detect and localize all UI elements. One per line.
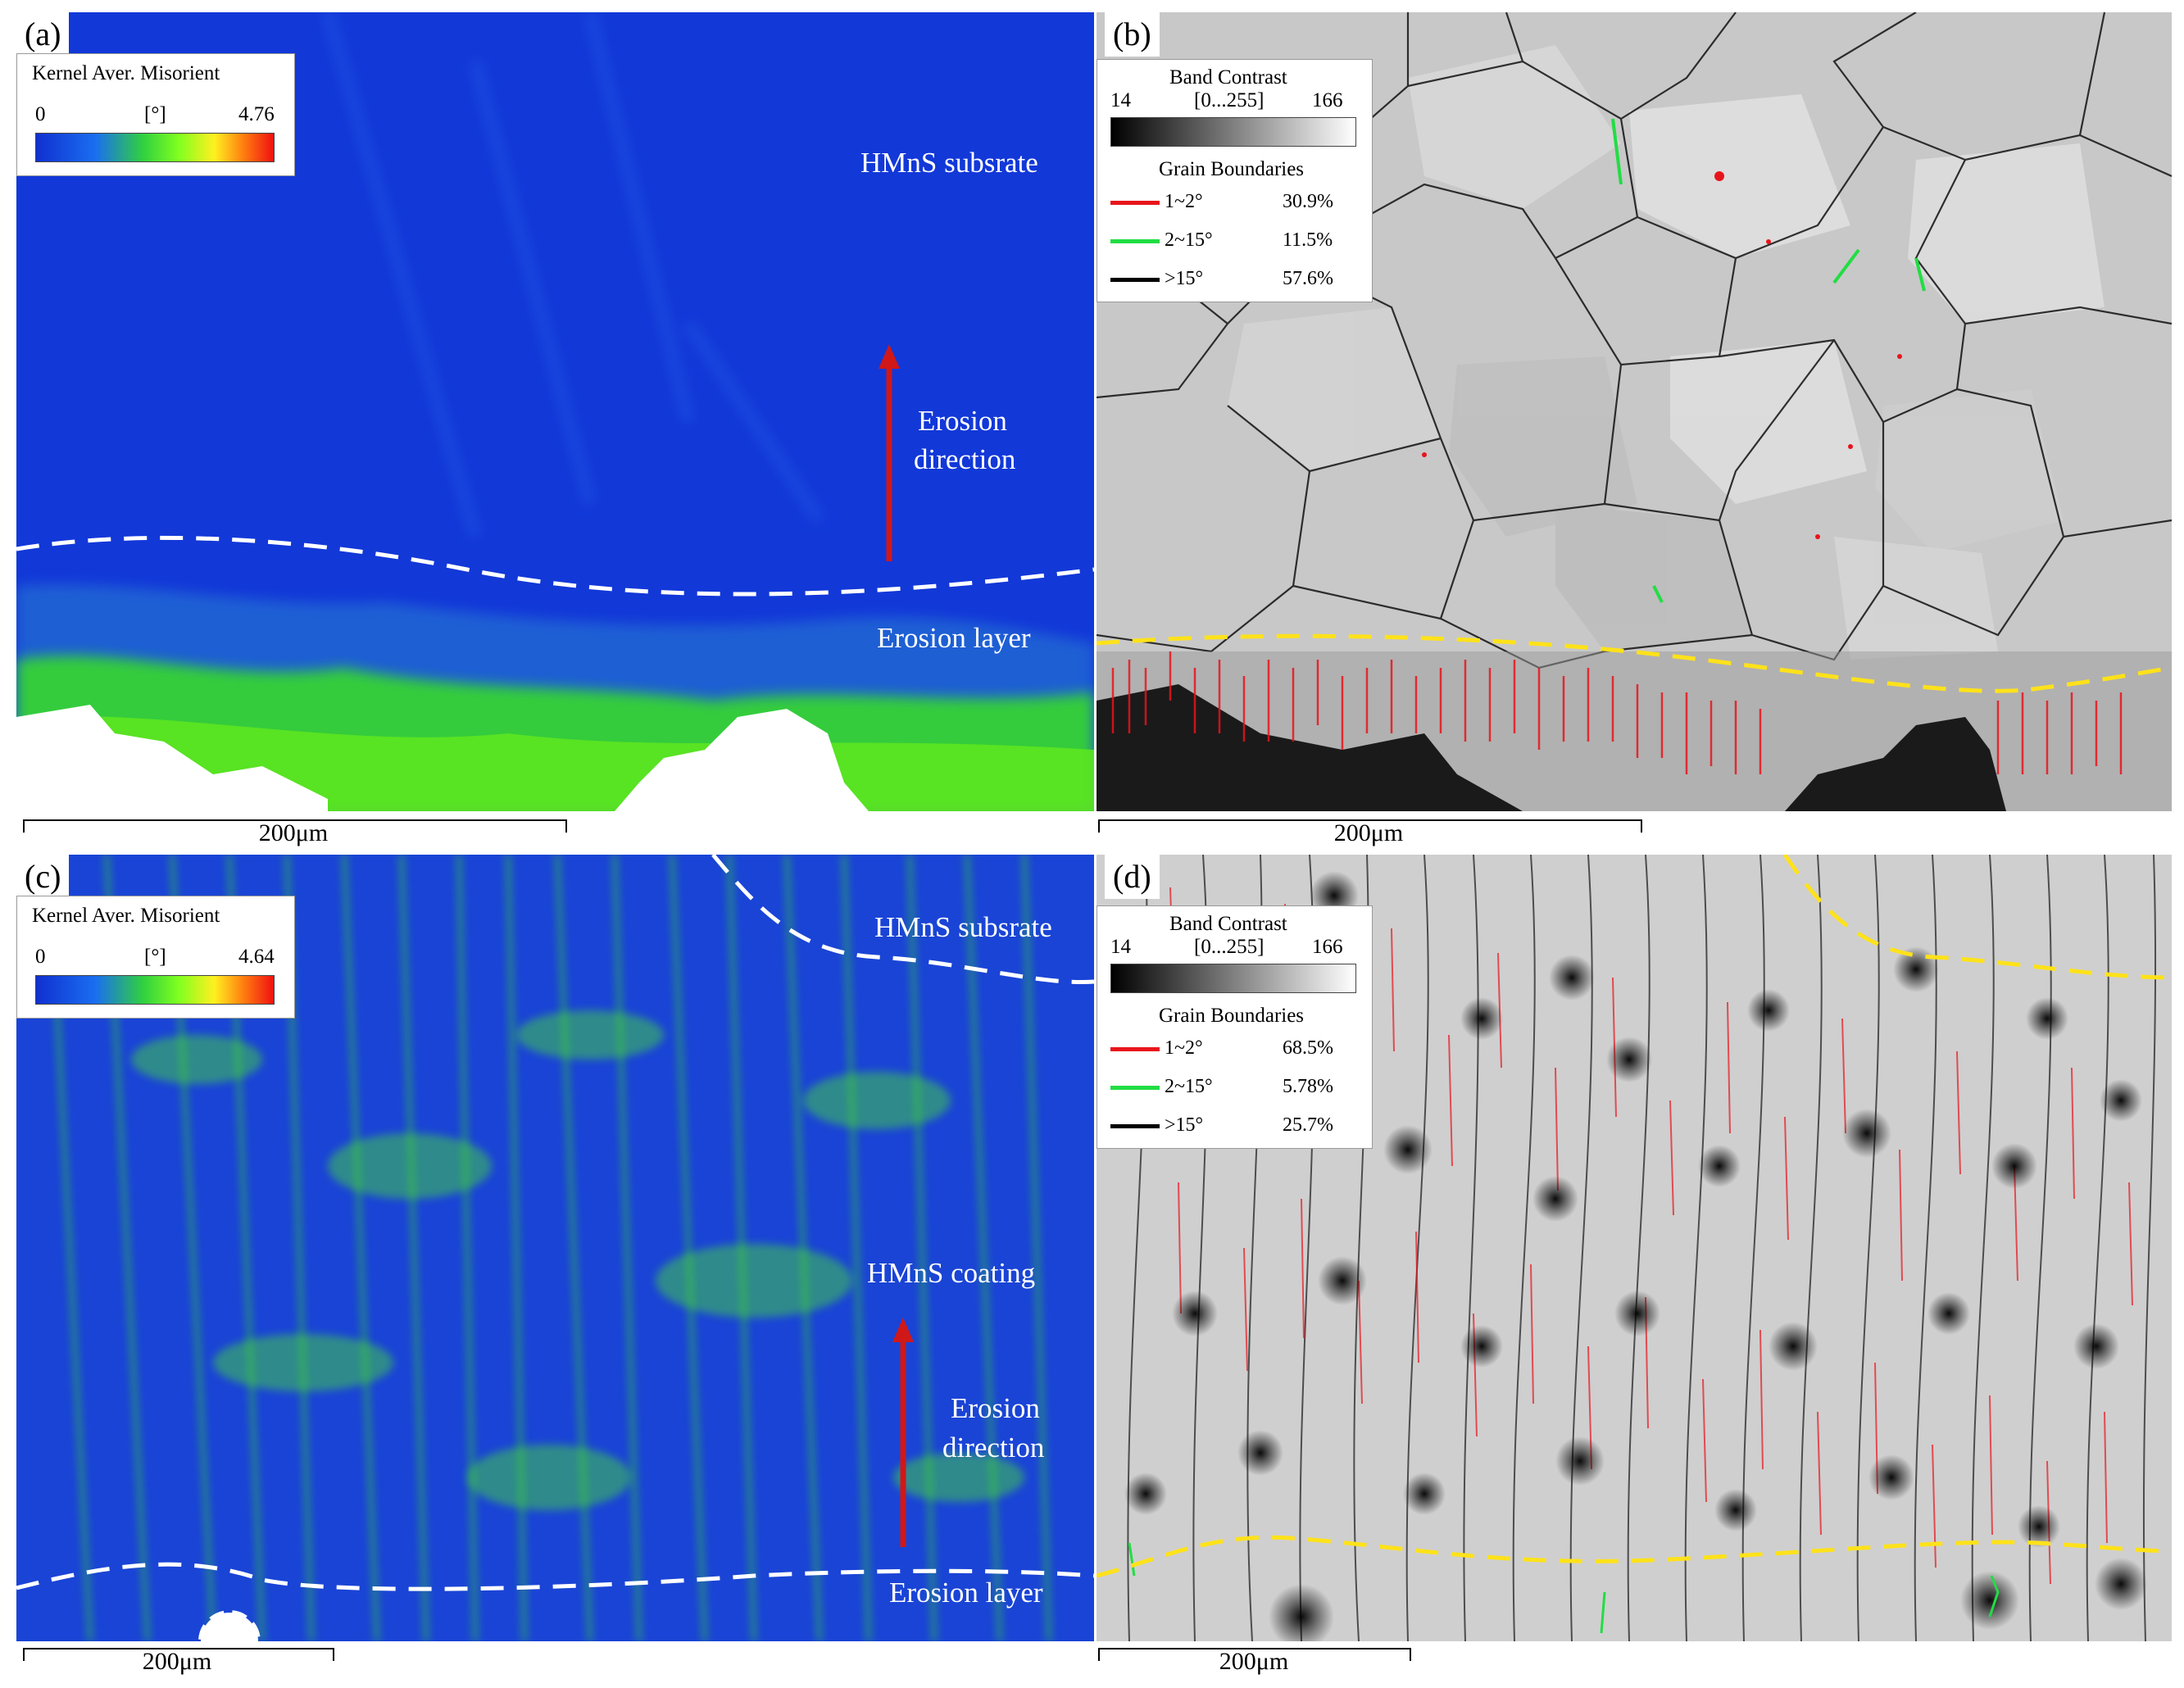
gb-percent: 25.7% <box>1283 1114 1333 1136</box>
band-contrast-max: 166 <box>1312 936 1343 958</box>
band-contrast-min: 14 <box>1110 936 1131 958</box>
band-contrast-map-b-graphic <box>1097 12 2172 811</box>
band-contrast-gray-ramp <box>1110 964 1356 993</box>
label-hmns-coating-c: HMnS coating <box>867 1257 1036 1289</box>
substrate-boundary-c <box>711 855 1094 985</box>
gb-row-3: >15° 57.6% <box>1110 268 1364 293</box>
label-erosion-direction-a-1: Erosion <box>918 405 1007 437</box>
legend-title: Kernel Aver. Misorient <box>32 62 220 84</box>
scale-strip-c: 200μm <box>16 1641 1094 1678</box>
panel-d-band-contrast-map: (d) Band Contrast 14 [0...255] 166 Grain… <box>1097 855 2172 1641</box>
panel-d-letter: (d) <box>1105 855 1160 899</box>
scalebar-d <box>1098 1648 1411 1661</box>
panel-c-letter: (c) <box>16 855 70 899</box>
label-erosion-direction-c-1: Erosion <box>951 1392 1040 1424</box>
label-erosion-direction-c-2: direction <box>942 1432 1045 1463</box>
erosion-layer-boundary-a <box>16 535 1094 597</box>
gb-percent: 68.5% <box>1283 1037 1333 1059</box>
gb-row-1: 1~2° 30.9% <box>1110 191 1364 216</box>
legend-title: Kernel Aver. Misorient <box>32 905 220 927</box>
panel-c-kam-map: (c) Kernel Aver. Misorient 0 [°] 4.64 HM… <box>16 855 1094 1641</box>
legend-max: 4.76 <box>238 103 275 125</box>
gb-percent: 57.6% <box>1283 268 1333 289</box>
scale-strip-b: 200μm <box>1097 811 2172 848</box>
legend-unit: [°] <box>144 103 166 125</box>
legend-max: 4.64 <box>238 946 275 968</box>
panel-a-kam-map: (a) Kernel Aver. Misorient 0 [°] 4.76 HM… <box>16 12 1094 811</box>
gb-swatch-mid <box>1110 239 1160 243</box>
kam-map-a-graphic <box>16 12 1094 811</box>
band-contrast-range: [0...255] <box>1194 89 1265 111</box>
band-contrast-gray-ramp <box>1110 117 1356 147</box>
gb-row-3: >15° 25.7% <box>1110 1114 1364 1139</box>
gb-range: >15° <box>1165 268 1204 289</box>
gb-swatch-high <box>1110 278 1160 282</box>
gb-range: >15° <box>1165 1114 1204 1136</box>
panel-b-letter: (b) <box>1105 12 1160 57</box>
grain-boundaries-title: Grain Boundaries <box>1159 1005 1305 1027</box>
band-contrast-map-d-graphic <box>1097 855 2172 1641</box>
scalebar-label-a: 200μm <box>258 819 329 846</box>
band-contrast-min: 14 <box>1110 89 1131 111</box>
label-erosion-layer-a: Erosion layer <box>877 622 1031 654</box>
scale-strip-d: 200μm <box>1097 1641 2172 1678</box>
gb-percent: 30.9% <box>1283 191 1333 212</box>
substrate-boundary-d <box>1782 855 2172 980</box>
label-hmns-substrate-a: HMnS subsrate <box>860 147 1038 179</box>
legend-min: 0 <box>35 946 46 968</box>
kam-legend-c: Kernel Aver. Misorient 0 [°] 4.64 <box>16 896 295 1019</box>
gb-swatch-low <box>1110 1047 1160 1051</box>
legend-unit: [°] <box>144 946 166 968</box>
scale-strip-a: 200μm <box>16 811 1094 848</box>
gb-row-2: 2~15° 5.78% <box>1110 1076 1364 1100</box>
erosion-layer-boundary-d <box>1097 1535 2172 1578</box>
scalebar-label-c: 200μm <box>142 1648 212 1675</box>
scalebar-label-b: 200μm <box>1333 819 1404 846</box>
gb-row-1: 1~2° 68.5% <box>1110 1037 1364 1062</box>
gb-row-2: 2~15° 11.5% <box>1110 229 1364 254</box>
band-contrast-legend-d: Band Contrast 14 [0...255] 166 Grain Bou… <box>1097 905 1373 1149</box>
scalebar-c <box>23 1648 334 1661</box>
gb-range: 2~15° <box>1165 229 1213 251</box>
band-contrast-title: Band Contrast <box>1169 913 1287 935</box>
legend-min: 0 <box>35 103 46 125</box>
label-erosion-layer-c: Erosion layer <box>889 1577 1043 1609</box>
scalebar-b <box>1098 819 1642 833</box>
gb-percent: 11.5% <box>1283 229 1333 251</box>
label-erosion-direction-a-2: direction <box>914 443 1016 475</box>
panel-b-band-contrast-map: (b) Band Contrast 14 [0...255] 166 Grain… <box>1097 12 2172 811</box>
panel-a-letter: (a) <box>16 12 70 57</box>
band-contrast-max: 166 <box>1312 89 1343 111</box>
gb-percent: 5.78% <box>1283 1076 1333 1097</box>
band-contrast-legend-b: Band Contrast 14 [0...255] 166 Grain Bou… <box>1097 59 1373 302</box>
grain-boundaries-title: Grain Boundaries <box>1159 158 1305 180</box>
band-contrast-title: Band Contrast <box>1169 66 1287 88</box>
band-contrast-range: [0...255] <box>1194 936 1265 958</box>
gb-swatch-mid <box>1110 1086 1160 1090</box>
gb-range: 1~2° <box>1165 191 1203 212</box>
erosion-layer-boundary-c <box>16 1562 1094 1591</box>
label-hmns-substrate-c: HMnS subsrate <box>874 911 1052 943</box>
kam-legend-a: Kernel Aver. Misorient 0 [°] 4.76 <box>16 53 295 176</box>
scalebar-label-d: 200μm <box>1219 1648 1289 1675</box>
gb-swatch-low <box>1110 201 1160 205</box>
gb-swatch-high <box>1110 1124 1160 1128</box>
gb-range: 2~15° <box>1165 1076 1213 1097</box>
scalebar-a <box>23 819 567 833</box>
erosion-layer-boundary-b <box>1097 633 2172 693</box>
gb-range: 1~2° <box>1165 1037 1203 1059</box>
kam-color-ramp <box>35 975 275 1005</box>
kam-color-ramp <box>35 133 275 162</box>
